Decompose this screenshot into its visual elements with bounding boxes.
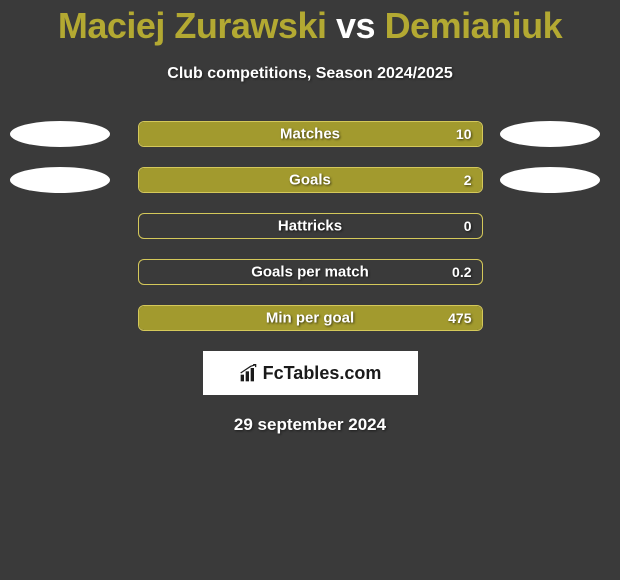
- stat-value: 2: [464, 172, 472, 188]
- stat-row: Goals 2: [0, 167, 620, 193]
- stat-bar: Goals per match 0.2: [138, 259, 483, 285]
- stat-value: 0.2: [452, 264, 471, 280]
- stat-value: 475: [448, 310, 471, 326]
- stat-value: 10: [456, 126, 472, 142]
- stat-bar: Min per goal 475: [138, 305, 483, 331]
- vs-text: vs: [336, 5, 375, 46]
- logo-box: FcTables.com: [203, 351, 418, 395]
- left-ellipse: [10, 167, 110, 193]
- stat-row: Matches 10: [0, 121, 620, 147]
- subtitle: Club competitions, Season 2024/2025: [0, 65, 620, 83]
- date-text: 29 september 2024: [0, 415, 620, 435]
- stat-row: Min per goal 475: [0, 305, 620, 331]
- stat-bar: Matches 10: [138, 121, 483, 147]
- right-ellipse: [500, 121, 600, 147]
- stat-bar: Goals 2: [138, 167, 483, 193]
- stat-label: Hattricks: [278, 218, 342, 235]
- stat-label: Goals per match: [251, 264, 369, 281]
- stat-label: Goals: [289, 172, 331, 189]
- right-ellipse: [500, 167, 600, 193]
- stat-rows: Matches 10 Goals 2 Hattricks 0 Goals per match…: [0, 121, 620, 331]
- stat-label: Min per goal: [266, 310, 354, 327]
- chart-icon: [239, 363, 259, 383]
- stat-row: Goals per match 0.2: [0, 259, 620, 285]
- comparison-container: Maciej Zurawski vs Demianiuk Club compet…: [0, 0, 620, 435]
- page-title: Maciej Zurawski vs Demianiuk: [0, 5, 620, 47]
- left-ellipse: [10, 121, 110, 147]
- player1-name: Maciej Zurawski: [58, 5, 327, 46]
- stat-label: Matches: [280, 126, 340, 143]
- player2-name: Demianiuk: [385, 5, 563, 46]
- stat-value: 0: [464, 218, 472, 234]
- logo-text: FcTables.com: [263, 363, 382, 384]
- stat-row: Hattricks 0: [0, 213, 620, 239]
- stat-bar: Hattricks 0: [138, 213, 483, 239]
